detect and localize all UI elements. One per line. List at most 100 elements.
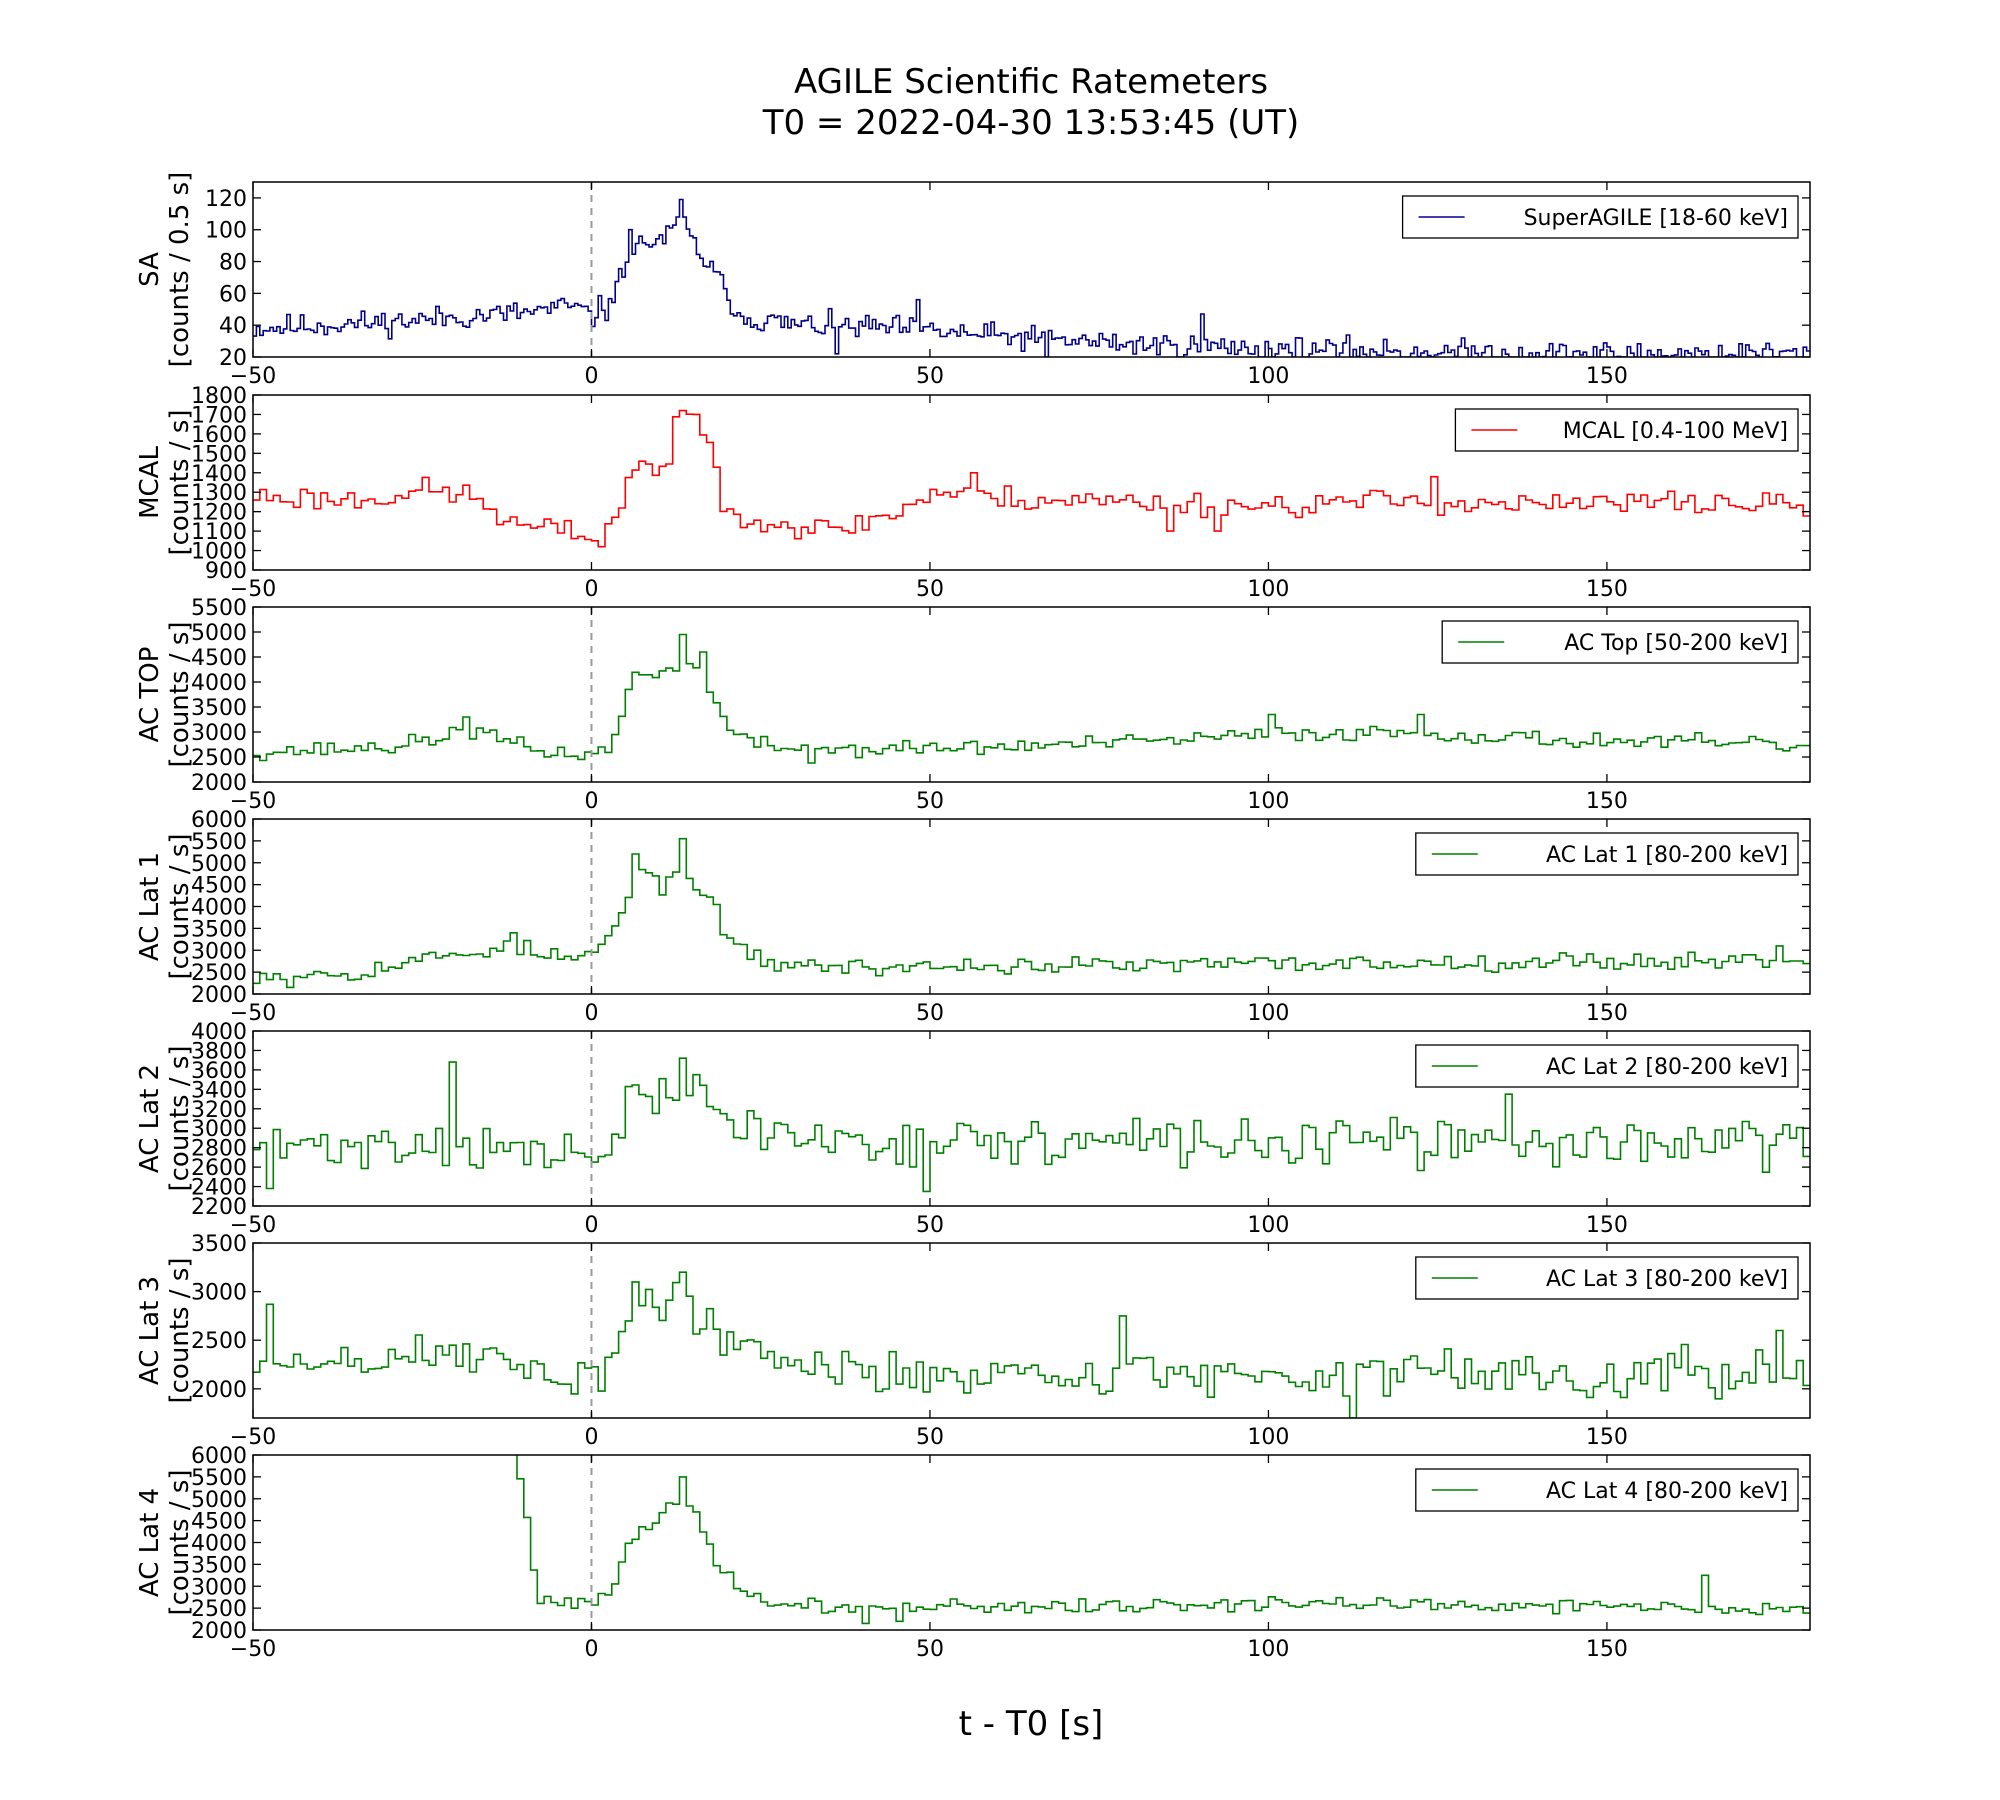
x-tick-label: 100 — [1247, 1425, 1289, 1450]
y-tick-label: 5500 — [191, 830, 247, 855]
y-tick-label: 2000 — [191, 983, 247, 1008]
plot-frame — [252, 1030, 1811, 1207]
y-tick-label: 2000 — [191, 1619, 247, 1644]
legend: AC Lat 1 [80-200 keV] — [1415, 832, 1799, 876]
x-tick-label: 150 — [1586, 1001, 1628, 1026]
y-tick-label: 2800 — [191, 1137, 247, 1162]
y-tick-label: 3500 — [191, 1553, 247, 1578]
series-line-2 — [253, 409, 1810, 548]
x-tick-label: 100 — [1247, 1637, 1289, 1662]
y-tick-label: 2500 — [191, 1597, 247, 1622]
y-tick-label: 2500 — [191, 746, 247, 771]
x-axis-label: t - T0 [s] — [959, 1704, 1104, 1744]
figure-title-line2: T0 = 2022-04-30 13:53:45 (UT) — [762, 103, 1300, 143]
legend: AC Lat 4 [80-200 keV] — [1415, 1468, 1799, 1512]
y-tick-label: 80 — [219, 251, 247, 276]
x-tick-label: −50 — [230, 1213, 276, 1238]
panel-4: −50 0 50 100 150 2000250030003500400045005000… — [135, 808, 1811, 1026]
y-tick-label: 4500 — [191, 646, 247, 671]
x-tick-label: 0 — [584, 1425, 598, 1450]
y-tick-label: 2000 — [191, 771, 247, 796]
y-tick-label: 2500 — [191, 1329, 247, 1354]
y-axis-label-unit: [counts / s] — [165, 409, 195, 555]
y-tick-label: 5000 — [191, 1488, 247, 1513]
x-tick-label: −50 — [230, 364, 276, 389]
x-tick-label: 50 — [916, 1637, 944, 1662]
y-axis-label-unit: [counts / s] — [165, 1257, 195, 1403]
series-line-3 — [253, 633, 1810, 764]
y-axis-label-unit: [counts / s] — [165, 1469, 195, 1615]
plot-frame — [252, 394, 1811, 571]
legend-label: SuperAGILE [18-60 keV] — [1524, 206, 1788, 231]
panels-group: −50 0 50 100 150 20 40 60 80 100 120 SA [counts / 0.… — [135, 172, 1811, 1662]
y-tick-label: 2000 — [191, 1378, 247, 1403]
y-tick-label: 1300 — [191, 481, 247, 506]
x-tick-label: 0 — [584, 1637, 598, 1662]
x-tick-label: −50 — [230, 789, 276, 814]
y-tick-label: 2200 — [191, 1195, 247, 1220]
x-tick-label: 50 — [916, 1425, 944, 1450]
y-tick-label: 20 — [219, 346, 247, 371]
legend-label: AC Lat 3 [80-200 keV] — [1546, 1267, 1788, 1292]
y-tick-label: 1600 — [191, 423, 247, 448]
y-tick-label: 1400 — [191, 462, 247, 487]
x-tick-label: 150 — [1586, 1213, 1628, 1238]
legend-label: AC Lat 2 [80-200 keV] — [1546, 1055, 1788, 1080]
y-tick-label: 3800 — [191, 1039, 247, 1064]
y-tick-label: 3500 — [191, 1232, 247, 1257]
y-tick-label: 1200 — [191, 501, 247, 526]
panel-6: −50 0 50 100 150 2000 2500 3000 3500 AC Lat 3 [cou… — [135, 1232, 1811, 1450]
x-tick-label: 0 — [584, 577, 598, 602]
legend: AC Top [50-200 keV] — [1441, 620, 1799, 664]
x-tick-label: 0 — [584, 789, 598, 814]
y-axis-label: AC Lat 3 — [135, 1276, 165, 1385]
y-tick-label: 2400 — [191, 1176, 247, 1201]
x-tick-label: 150 — [1586, 364, 1628, 389]
y-tick-label: 2600 — [191, 1156, 247, 1181]
y-axis-label-unit: [counts / s] — [165, 833, 195, 979]
legend-label: AC Lat 4 [80-200 keV] — [1546, 1479, 1788, 1504]
legend-label: AC Lat 1 [80-200 keV] — [1546, 843, 1788, 868]
series-line-4 — [253, 837, 1810, 989]
series-line-6 — [253, 1271, 1810, 1418]
y-tick-label: 4500 — [191, 1510, 247, 1535]
y-axis-label: AC TOP — [135, 647, 165, 743]
x-tick-label: −50 — [230, 577, 276, 602]
legend: SuperAGILE [18-60 keV] — [1401, 195, 1799, 239]
legend: MCAL [0.4-100 MeV] — [1454, 408, 1799, 452]
y-tick-label: 4000 — [191, 1020, 247, 1045]
y-tick-label: 5500 — [191, 596, 247, 621]
y-axis-label-unit: [counts / s] — [165, 1045, 195, 1191]
x-tick-label: −50 — [230, 1001, 276, 1026]
plot-frame — [252, 606, 1811, 783]
x-tick-label: 50 — [916, 1001, 944, 1026]
panel-7: −50 0 50 100 150 2000250030003500400045005000… — [135, 1444, 1811, 1662]
x-tick-label: 100 — [1247, 1001, 1289, 1026]
y-tick-label: 100 — [205, 219, 247, 244]
series-line-5 — [253, 1057, 1810, 1193]
y-tick-label: 1800 — [191, 384, 247, 409]
plot-frame — [252, 1242, 1811, 1419]
y-axis-label-unit: [counts / s] — [165, 621, 195, 767]
legend-box — [1415, 1468, 1799, 1512]
y-tick-label: 4000 — [191, 1532, 247, 1557]
y-tick-label: 1100 — [191, 520, 247, 545]
y-tick-label: 4500 — [191, 874, 247, 899]
series-line-1 — [253, 198, 1810, 357]
y-tick-label: 4000 — [191, 896, 247, 921]
x-tick-label: 150 — [1586, 1425, 1628, 1450]
y-tick-label: 3600 — [191, 1059, 247, 1084]
legend-box — [1415, 1044, 1799, 1088]
x-tick-label: 150 — [1586, 1637, 1628, 1662]
x-tick-label: 0 — [584, 1213, 598, 1238]
x-tick-label: 150 — [1586, 577, 1628, 602]
y-tick-label: 3500 — [191, 917, 247, 942]
x-tick-label: 50 — [916, 577, 944, 602]
y-axis-label: AC Lat 4 — [135, 1488, 165, 1597]
legend-box — [1415, 1256, 1799, 1300]
y-tick-label: 5000 — [191, 621, 247, 646]
y-tick-label: 3000 — [191, 1281, 247, 1306]
y-axis-label: AC Lat 1 — [135, 852, 165, 961]
y-tick-label: 3400 — [191, 1078, 247, 1103]
